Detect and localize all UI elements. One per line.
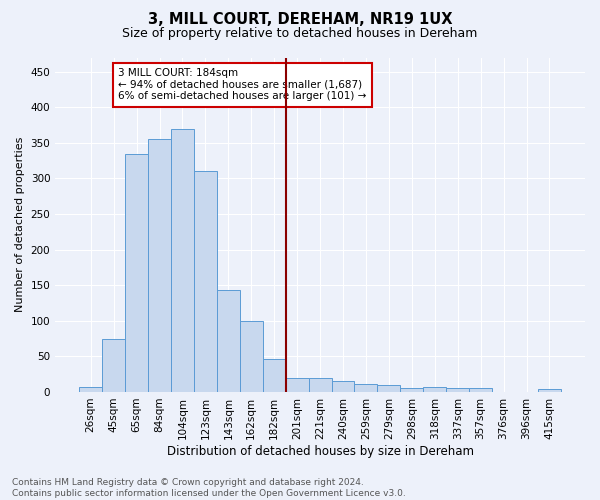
- Text: Contains HM Land Registry data © Crown copyright and database right 2024.
Contai: Contains HM Land Registry data © Crown c…: [12, 478, 406, 498]
- Bar: [355, 384, 377, 392]
- Bar: [217, 290, 240, 392]
- Bar: [538, 389, 561, 392]
- Y-axis label: Number of detached properties: Number of detached properties: [15, 137, 25, 312]
- Bar: [286, 378, 308, 392]
- Bar: [469, 388, 492, 392]
- Bar: [148, 140, 171, 392]
- Bar: [125, 154, 148, 392]
- Bar: [423, 387, 446, 392]
- Bar: [308, 378, 332, 392]
- X-axis label: Distribution of detached houses by size in Dereham: Distribution of detached houses by size …: [167, 444, 473, 458]
- Text: 3, MILL COURT, DEREHAM, NR19 1UX: 3, MILL COURT, DEREHAM, NR19 1UX: [148, 12, 452, 28]
- Text: Size of property relative to detached houses in Dereham: Size of property relative to detached ho…: [122, 28, 478, 40]
- Bar: [171, 128, 194, 392]
- Bar: [102, 338, 125, 392]
- Bar: [79, 387, 102, 392]
- Text: 3 MILL COURT: 184sqm
← 94% of detached houses are smaller (1,687)
6% of semi-det: 3 MILL COURT: 184sqm ← 94% of detached h…: [118, 68, 367, 102]
- Bar: [263, 358, 286, 392]
- Bar: [377, 385, 400, 392]
- Bar: [400, 388, 423, 392]
- Bar: [446, 388, 469, 392]
- Bar: [332, 382, 355, 392]
- Bar: [240, 321, 263, 392]
- Bar: [194, 172, 217, 392]
